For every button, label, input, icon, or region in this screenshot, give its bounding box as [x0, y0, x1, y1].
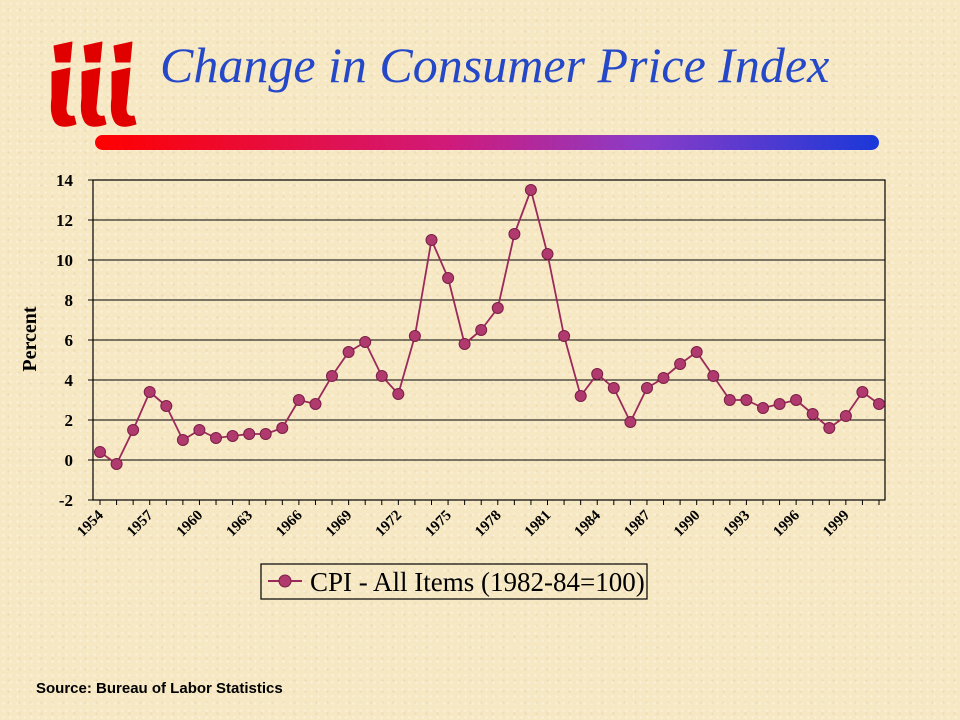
y-tick-label: 14 [56, 171, 74, 190]
x-tick-label: 1954 [74, 507, 107, 540]
x-tick-label: 1987 [621, 507, 654, 540]
data-point [707, 370, 720, 382]
y-tick-labels: -2 0 2 4 6 8 10 12 14 [56, 171, 74, 510]
y-axis-label: Percent [19, 306, 41, 371]
y-tick-label: 10 [56, 251, 73, 270]
data-point [210, 432, 222, 444]
data-point [392, 388, 405, 400]
x-tick-label: 1999 [820, 508, 853, 541]
data-point [823, 422, 836, 434]
data-point [607, 382, 620, 394]
data-point [326, 370, 338, 382]
x-tick-label: 1975 [422, 508, 455, 541]
data-point [524, 184, 537, 196]
data-point [508, 228, 521, 240]
data-point [193, 424, 206, 436]
y-tick-label: 6 [65, 331, 74, 350]
y-tick-label: 0 [65, 451, 74, 470]
data-point [856, 386, 869, 398]
data-point [276, 422, 289, 434]
data-point [558, 330, 571, 342]
y-tick-label: 4 [65, 371, 74, 390]
data-point [790, 394, 803, 406]
data-point [740, 394, 753, 406]
data-point [773, 398, 786, 410]
legend-marker-sample [278, 574, 292, 588]
data-point [408, 330, 421, 342]
x-tick-label: 1969 [323, 508, 356, 541]
data-point [458, 338, 471, 350]
data-point [359, 336, 372, 348]
data-point [442, 272, 455, 284]
data-point [657, 372, 670, 384]
x-tick-label: 1960 [174, 508, 207, 541]
data-point [309, 398, 322, 410]
data-point [127, 424, 140, 436]
iii-logo-icon [50, 41, 137, 127]
data-point [425, 234, 438, 246]
x-tick-label: 1984 [572, 507, 605, 540]
series-markers [94, 184, 885, 470]
data-point [757, 402, 769, 414]
x-tick-label: 1972 [373, 508, 406, 541]
data-point [591, 368, 604, 380]
data-point [342, 346, 355, 358]
plot-border [92, 179, 886, 501]
data-point [292, 394, 305, 406]
data-point [160, 400, 173, 412]
series-line [99, 189, 880, 465]
source-note: Source: Bureau of Labor Statistics [36, 680, 283, 697]
data-point [641, 382, 653, 394]
data-point [674, 358, 687, 370]
data-point [839, 410, 852, 422]
data-point [226, 430, 239, 442]
data-point [94, 446, 106, 458]
x-tick-label: 1981 [522, 508, 555, 541]
data-point [873, 398, 885, 410]
x-tick-label: 1996 [770, 507, 803, 540]
data-point [624, 416, 637, 428]
legend-entry-label: CPI - All Items (1982-84=100) [310, 567, 645, 597]
data-point [375, 370, 388, 382]
data-point [243, 428, 256, 440]
y-tick-label: 2 [65, 411, 74, 430]
y-tick-label: 8 [65, 291, 74, 310]
y-tick-label: -2 [59, 491, 73, 510]
x-tick-label: 1957 [124, 507, 157, 540]
series-lines [99, 189, 880, 465]
slide-title: Change in Consumer Price Index [160, 37, 830, 93]
legend: CPI - All Items (1982-84=100) [260, 563, 648, 600]
title-gradient-rule [95, 135, 879, 150]
data-point [110, 458, 123, 470]
data-point [475, 324, 488, 336]
x-tick-label: 1978 [472, 508, 505, 541]
plot-frame [88, 179, 886, 505]
data-point [176, 434, 189, 446]
x-tick-label: 1990 [671, 508, 704, 541]
data-point [690, 346, 703, 358]
legend-box [260, 563, 648, 600]
data-point [259, 428, 272, 440]
x-tick-labels: 1954 1957 1960 1963 1966 1969 1972 1975 1978 1981… [74, 507, 852, 540]
x-tick-label: 1963 [223, 508, 256, 541]
data-point [143, 386, 156, 398]
data-point [491, 302, 504, 314]
data-point [574, 390, 587, 402]
y-tick-label: 12 [56, 211, 73, 230]
data-point [723, 394, 736, 406]
x-tick-label: 1966 [273, 507, 306, 540]
data-point [806, 408, 819, 420]
gridlines [93, 219, 885, 461]
data-point [541, 248, 554, 260]
x-tick-label: 1993 [721, 508, 754, 541]
